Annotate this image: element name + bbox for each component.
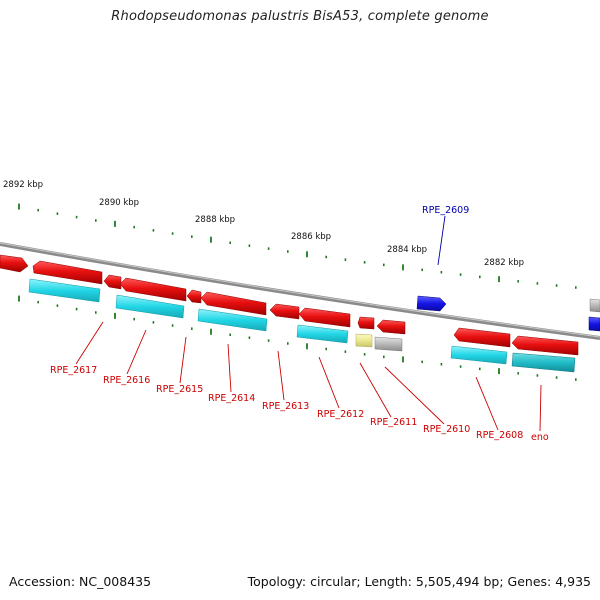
gene-arrow[interactable] — [453, 327, 511, 348]
gene-label-rpe-2614[interactable]: RPE_2614 — [208, 393, 255, 404]
kbp-label: 2886 kbp — [291, 232, 331, 242]
gene-label-eno[interactable]: eno — [531, 432, 549, 443]
genome-backbone-highlight — [0, 242, 600, 338]
genome-backbone — [0, 242, 600, 340]
gene-label-rpe-2615[interactable]: RPE_2615 — [156, 384, 203, 395]
gene-box[interactable] — [588, 316, 600, 332]
gene-label-rpe-2612[interactable]: RPE_2612 — [317, 409, 364, 420]
kbp-label: 2884 kbp — [387, 245, 427, 255]
gene-arrow[interactable] — [357, 316, 375, 330]
gene-box[interactable] — [115, 294, 185, 319]
gene-arrow[interactable] — [32, 260, 103, 285]
gene-arrow[interactable] — [511, 335, 579, 356]
gene-box[interactable] — [197, 308, 268, 332]
gene-label-rpe-2610[interactable]: RPE_2610 — [423, 424, 470, 435]
gene-box[interactable] — [28, 278, 101, 303]
gene-label-rpe-2608[interactable]: RPE_2608 — [476, 430, 523, 441]
kbp-label: 2892 kbp — [3, 180, 43, 190]
kbp-label: 2888 kbp — [195, 215, 235, 225]
gene-label-rpe-2611[interactable]: RPE_2611 — [370, 417, 417, 428]
gene-box[interactable] — [589, 298, 600, 313]
gene-arrow[interactable] — [0, 254, 29, 273]
gene-arrow[interactable] — [269, 303, 300, 320]
gene-box[interactable] — [374, 336, 403, 352]
accession-text: Accession: NC_008435 — [9, 574, 152, 589]
gene-box[interactable] — [296, 324, 349, 344]
gene-arrow-rpe-2609[interactable] — [416, 295, 447, 312]
gene-arrow[interactable] — [186, 289, 202, 304]
upper-tick-marks — [18, 203, 577, 289]
gene-arrow[interactable] — [200, 291, 267, 316]
label-leader-lines — [75, 215, 542, 432]
gene-box[interactable] — [511, 352, 576, 373]
gene-row-red-upper — [0, 254, 351, 328]
gene-arrow[interactable] — [103, 274, 122, 290]
gene-box[interactable] — [450, 345, 508, 365]
kbp-label: 2882 kbp — [484, 258, 524, 268]
gene-arrow[interactable] — [298, 307, 351, 328]
gene-arrow[interactable] — [376, 319, 406, 335]
gene-label-rpe-2616[interactable]: RPE_2616 — [103, 375, 150, 386]
gene-label-rpe-2609[interactable]: RPE_2609 — [422, 205, 469, 216]
gene-row-lower — [28, 278, 600, 373]
map-title: Rhodopseudomonas palustris BisA53, compl… — [111, 9, 489, 24]
gene-label-rpe-2617[interactable]: RPE_2617 — [50, 365, 97, 376]
kbp-label: 2890 kbp — [99, 198, 139, 208]
gene-arrow[interactable] — [119, 277, 187, 302]
lower-tick-marks — [18, 295, 577, 381]
gene-box[interactable] — [355, 333, 373, 348]
gene-label-rpe-2613[interactable]: RPE_2613 — [262, 401, 309, 412]
genome-summary-text: Topology: circular; Length: 5,505,494 bp… — [247, 574, 591, 589]
